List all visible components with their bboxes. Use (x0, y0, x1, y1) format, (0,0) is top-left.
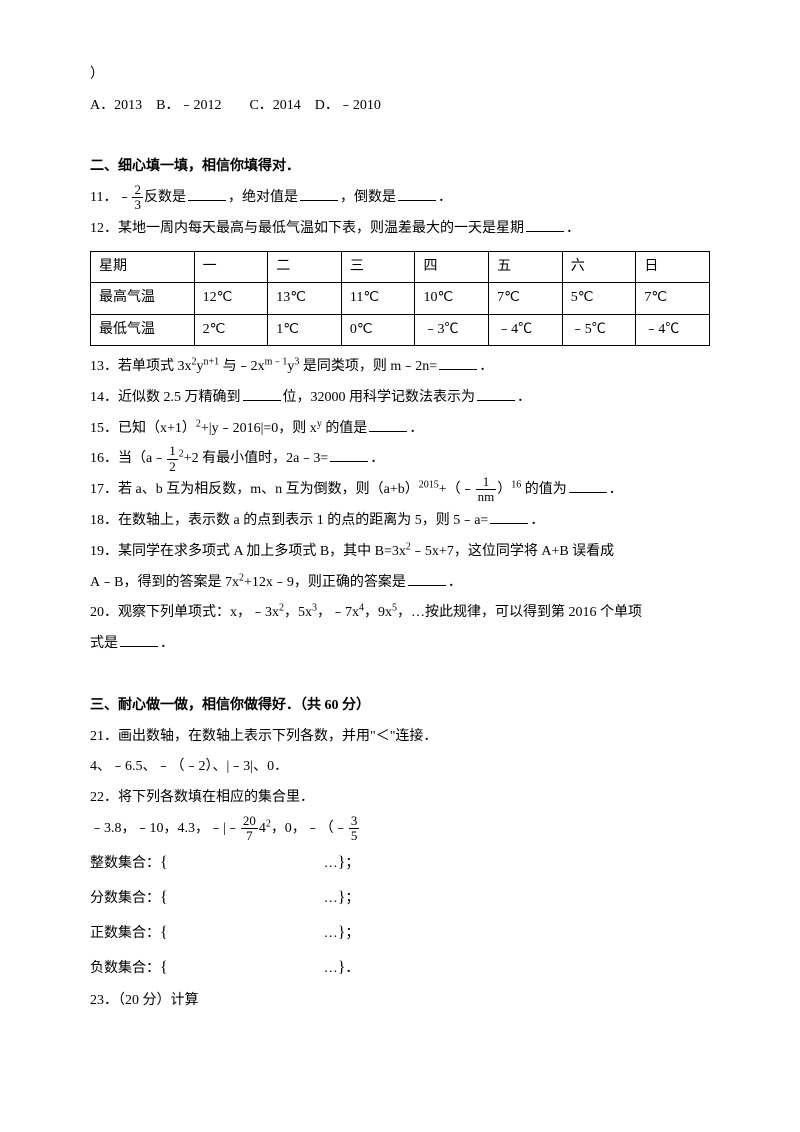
set-positive: 正数集合：{…}； (90, 915, 710, 950)
q22-line2: ﹣3.8，﹣10，4.3，﹣|﹣20742，0，﹣（﹣35 (90, 814, 710, 845)
blank (243, 400, 281, 401)
q20-line2: 式是． (90, 629, 710, 660)
temperature-table: 星期 一 二 三 四 五 六 日 最高气温 12℃ 13℃ 11℃ 10℃ 7℃… (90, 251, 710, 346)
q10-options: A．2013 B．﹣2012 C．2014 D．﹣2010 (90, 91, 710, 122)
q14: 14．近似数 2.5 万精确到位，32000 用科学记数法表示为． (90, 383, 710, 414)
q20-line1: 20．观察下列单项式：x，﹣3x2，5x3，﹣7x4，9x5，…按此规律，可以得… (90, 598, 710, 629)
blank (120, 646, 158, 647)
q11: 11．﹣23反数是，绝对值是，倒数是． (90, 183, 710, 214)
blank (490, 523, 528, 524)
q18: 18．在数轴上，表示数 a 的点到表示 1 的点的距离为 5，则 5﹣a=． (90, 506, 710, 537)
table-row: 星期 一 二 三 四 五 六 日 (91, 251, 710, 282)
blank (398, 200, 436, 201)
section3-title: 三、耐心做一做，相信你做得好．（共 60 分） (90, 691, 710, 722)
set-fractions: 分数集合：{…}； (90, 880, 710, 915)
blank (300, 200, 338, 201)
blank (526, 231, 564, 232)
q13: 13．若单项式 3x2yn+1 与﹣2xm﹣1y3 是同类项，则 m﹣2n=． (90, 352, 710, 383)
q12: 12．某地一周内每天最高与最低气温如下表，则温差最大的一天是星期． (90, 214, 710, 245)
frac-1-nm: 1nm (476, 475, 497, 505)
set-negative: 负数集合：{…}． (90, 950, 710, 985)
blank (330, 461, 368, 462)
blank (569, 492, 607, 493)
q21-line1: 21．画出数轴，在数轴上表示下列各数，并用"＜"连接． (90, 722, 710, 753)
table-row: 最低气温 2℃ 1℃ 0℃ ﹣3℃ ﹣4℃ ﹣5℃ ﹣4℃ (91, 314, 710, 345)
frac-1-2: 12 (167, 444, 178, 474)
q15: 15．已知（x+1）2+|y﹣2016|=0，则 xy 的值是． (90, 414, 710, 445)
blank (439, 369, 477, 370)
blank (408, 585, 446, 586)
frac-3-5: 35 (349, 814, 360, 844)
q16: 16．当（a﹣122+2 有最小值时，2a﹣3=． (90, 444, 710, 475)
blank (188, 200, 226, 201)
table-row: 最高气温 12℃ 13℃ 11℃ 10℃ 7℃ 5℃ 7℃ (91, 283, 710, 314)
q21-line2: 4、﹣6.5、﹣（﹣2）、|﹣3|、0． (90, 752, 710, 783)
blank (369, 431, 407, 432)
q22-line1: 22．将下列各数填在相应的集合里． (90, 783, 710, 814)
frac-20-7: 207 (241, 814, 258, 844)
set-integers: 整数集合：{…}； (90, 845, 710, 880)
q19-line1: 19．某同学在求多项式 A 加上多项式 B，其中 B=3x2﹣5x+7，这位同学… (90, 537, 710, 568)
frac-2-3: 23 (132, 183, 143, 213)
q17: 17．若 a、b 互为相反数，m、n 互为倒数，则（a+b）2015+（﹣1nm… (90, 475, 710, 506)
section2-title: 二、细心填一填，相信你填得对． (90, 152, 710, 183)
q10-tail: ） (90, 60, 710, 91)
q23: 23．（20 分）计算 (90, 986, 710, 1017)
q19-line2: A﹣B，得到的答案是 7x2+12x﹣9，则正确的答案是． (90, 568, 710, 599)
blank (477, 400, 515, 401)
